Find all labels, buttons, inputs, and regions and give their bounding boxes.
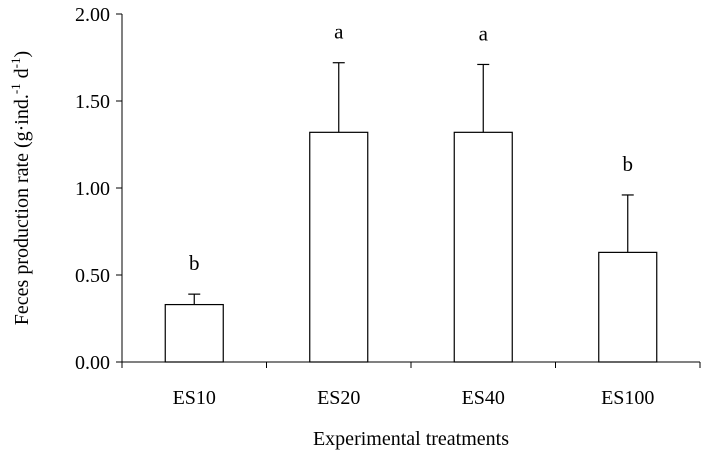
y-axis-title-mid: d — [11, 68, 33, 83]
y-tick-label: 0.00 — [75, 352, 110, 374]
bar — [309, 131, 369, 363]
y-axis-title-sup2: -1 — [8, 57, 23, 68]
y-tick-label: 0.50 — [75, 265, 110, 287]
y-tick-label: 1.00 — [75, 178, 110, 200]
x-axis-ticks — [121, 362, 701, 368]
plot-area: 0.00 0.50 1.00 1.50 2.00 b ES10 a ES20 a ES40 b ES1… — [75, 4, 701, 409]
significance-label: b — [189, 251, 200, 275]
y-axis-title-sup1: -1 — [8, 83, 23, 94]
bar — [164, 303, 224, 363]
y-axis-title-end: ) — [11, 51, 33, 58]
x-tick-label: ES20 — [317, 387, 360, 409]
y-axis-title-main: Feces production rate (g·ind. — [11, 94, 33, 325]
x-axis-title: Experimental treatments — [313, 428, 509, 450]
significance-label: a — [334, 20, 344, 44]
significance-label: b — [623, 152, 634, 176]
y-axis-ticks: 0.00 0.50 1.00 1.50 2.00 — [75, 4, 122, 374]
y-axis-title: Feces production rate (g·ind.-1 d-1) — [8, 51, 33, 325]
x-tick-label: ES40 — [462, 387, 505, 409]
y-tick-label: 2.00 — [75, 4, 110, 26]
x-tick-label: ES100 — [601, 387, 654, 409]
bar — [453, 131, 513, 363]
significance-label: a — [479, 21, 489, 45]
bar — [598, 251, 658, 363]
x-tick-label: ES10 — [173, 387, 216, 409]
y-tick-label: 1.50 — [75, 91, 110, 113]
bars: b ES10 a ES20 a ES40 b ES100 — [164, 20, 658, 409]
